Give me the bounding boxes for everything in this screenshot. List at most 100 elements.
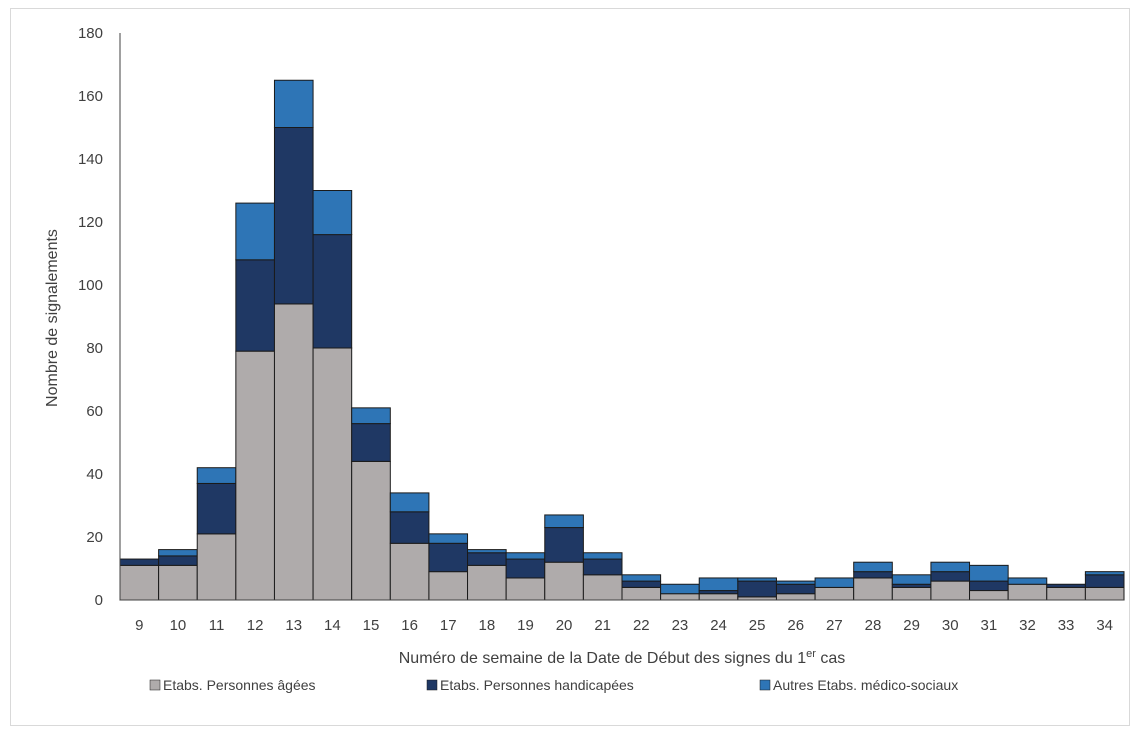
bar-segment-week-23-series-3: [660, 583, 700, 595]
bar-segment-week-26-series-1: [775, 593, 816, 601]
x-axis-title: Numéro de semaine de la Date de Début de…: [399, 648, 845, 667]
bar-segment-week-14-series-2: [312, 234, 353, 349]
bar-segment-week-24-series-1: [698, 593, 739, 601]
bar-segment-week-17-series-1: [428, 571, 469, 601]
bar-segment-week-11-series-2: [196, 482, 237, 535]
bar-segment-week-9-series-2: [119, 558, 160, 566]
bar-segment-week-31-series-1: [969, 590, 1009, 601]
bar-segment-week-10-series-1: [158, 564, 198, 601]
bar-segment-week-15-series-2: [351, 423, 391, 462]
bar-segment-week-19-series-2: [505, 558, 546, 579]
bar-segment-week-16-series-1: [389, 542, 430, 601]
x-tick-label: 30: [942, 617, 959, 634]
y-tick-label: 140: [78, 151, 103, 168]
bar-segment-week-28-series-1: [853, 577, 893, 601]
bar-segment-week-12-series-2: [235, 259, 275, 352]
y-tick-label: 60: [86, 403, 103, 420]
bar-segment-week-21-series-3: [582, 552, 623, 560]
bar-segment-week-27-series-3: [814, 577, 855, 588]
x-tick-label: 18: [479, 617, 496, 634]
bar-segment-week-34-series-2: [1084, 574, 1125, 588]
y-tick-label: 180: [78, 25, 103, 42]
bar-segment-week-29-series-1: [891, 586, 932, 601]
x-tick-label: 34: [1096, 617, 1113, 634]
x-tick-label: 31: [981, 617, 998, 634]
bar-segment-week-21-series-1: [582, 574, 623, 601]
bar-segment-week-19-series-3: [505, 552, 546, 560]
bars: [119, 79, 1125, 601]
bar-segment-week-18-series-3: [467, 549, 507, 554]
bar-segment-week-20-series-3: [544, 514, 584, 529]
bar-segment-week-18-series-2: [467, 552, 507, 566]
bar-segment-week-28-series-3: [853, 561, 893, 573]
bar-segment-week-20-series-2: [544, 527, 584, 563]
bar-segment-week-12-series-3: [235, 202, 275, 261]
bar-segment-week-19-series-1: [505, 577, 546, 601]
x-tick-label: 21: [594, 617, 611, 634]
chart-frame: [10, 8, 1130, 726]
bar-segment-week-18-series-1: [467, 564, 507, 601]
bar-segment-week-13-series-1: [273, 303, 314, 601]
bar-segment-week-15-series-1: [351, 460, 391, 601]
bar-segment-week-23-series-1: [660, 593, 700, 601]
x-tick-label: 20: [556, 617, 573, 634]
x-tick-label: 9: [135, 617, 143, 634]
bar-segment-week-32-series-1: [1007, 583, 1048, 601]
bar-segment-week-25-series-2: [737, 580, 777, 598]
x-tick-label: 27: [826, 617, 843, 634]
bar-segment-week-13-series-2: [273, 127, 314, 305]
y-tick-label: 100: [78, 277, 103, 294]
x-tick-label: 16: [401, 617, 418, 634]
legend-label-1: Etabs. Personnes âgées: [163, 677, 316, 693]
bar-segment-week-34-series-1: [1084, 586, 1125, 601]
legend-label-3: Autres Etabs. médico-sociaux: [773, 677, 958, 693]
x-axis-title-main: Numéro de semaine de la Date de Début de…: [399, 650, 806, 667]
bar-segment-week-10-series-3: [158, 549, 198, 557]
bar-segment-week-30-series-2: [930, 571, 971, 582]
y-tick-label: 120: [78, 214, 103, 231]
legend-swatch-3: [759, 679, 771, 691]
x-tick-label: 28: [865, 617, 882, 634]
bar-segment-week-13-series-3: [273, 79, 314, 128]
bar-segment-week-31-series-3: [969, 564, 1009, 582]
x-tick-label: 26: [787, 617, 804, 634]
x-tick-label: 22: [633, 617, 650, 634]
y-tick-label: 20: [86, 529, 103, 546]
bar-segment-week-25-series-3: [737, 577, 777, 582]
bar-segment-week-33-series-1: [1046, 586, 1086, 601]
bar-segment-week-24-series-3: [698, 577, 739, 592]
x-tick-label: 33: [1058, 617, 1075, 634]
x-tick-label: 23: [672, 617, 689, 634]
bar-segment-week-15-series-3: [351, 407, 391, 425]
bar-segment-week-16-series-3: [389, 492, 430, 513]
bar-segment-week-21-series-2: [582, 558, 623, 576]
bar-segment-week-9-series-1: [119, 564, 160, 601]
x-axis-ticks: 9 10 11 12 13 14 15 16 17 18 19 20 21 22 23 24 25 26 27 28 2…: [135, 617, 1113, 634]
bar-segment-week-32-series-3: [1007, 577, 1048, 585]
x-tick-label: 24: [710, 617, 727, 634]
y-tick-label: 80: [86, 340, 103, 357]
x-tick-label: 25: [749, 617, 766, 634]
x-tick-label: 29: [903, 617, 920, 634]
bar-segment-week-14-series-1: [312, 347, 353, 601]
x-axis-title-superscript: er: [806, 648, 816, 660]
bar-segment-week-27-series-1: [814, 586, 855, 601]
y-tick-label: 0: [95, 592, 103, 609]
x-tick-label: 11: [209, 617, 225, 634]
x-tick-label: 15: [363, 617, 380, 634]
legend-swatch-1: [149, 679, 161, 691]
x-tick-label: 17: [440, 617, 457, 634]
bar-segment-week-22-series-3: [621, 574, 662, 582]
bar-segment-week-11-series-3: [196, 467, 237, 484]
x-tick-label: 19: [517, 617, 534, 634]
bar-segment-week-10-series-2: [158, 555, 198, 566]
x-tick-label: 13: [285, 617, 302, 634]
x-tick-label: 12: [247, 617, 264, 634]
bar-segment-week-14-series-3: [312, 190, 353, 236]
legend: Etabs. Personnes âgées Etabs. Personnes h…: [149, 677, 958, 693]
x-tick-label: 32: [1019, 617, 1036, 634]
bar-segment-week-29-series-3: [891, 574, 932, 585]
bar-segment-week-26-series-2: [775, 583, 816, 595]
bar-segment-week-17-series-2: [428, 542, 469, 573]
